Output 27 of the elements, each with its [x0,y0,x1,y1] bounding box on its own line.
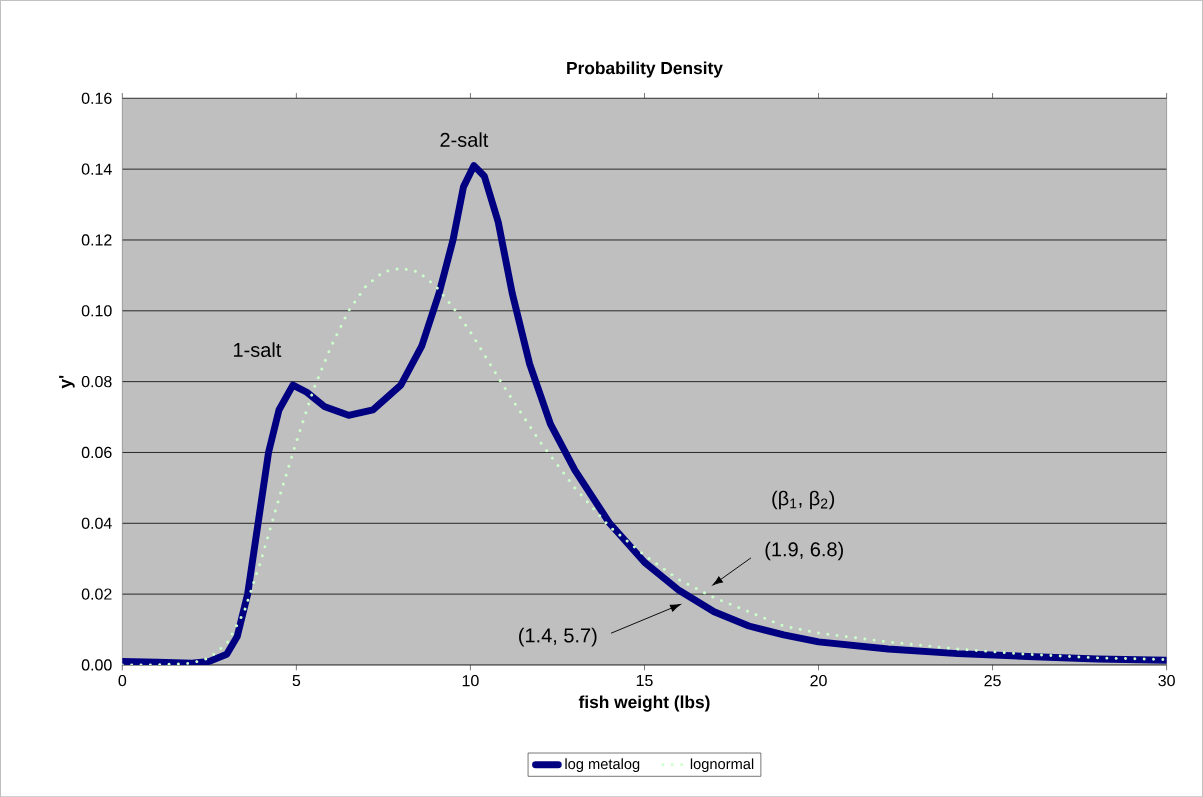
line-series [122,266,1167,665]
x-tick-label: 20 [810,674,827,687]
legend-label: log metalog [565,758,640,772]
y-tick-label: 0.16 [81,92,112,104]
y-tick-label: 0.02 [81,588,112,600]
x-tick-label: 10 [462,674,479,687]
annotation: 1-salt [234,342,282,357]
y-tick-label: 0.00 [81,659,112,671]
x-tick-label: 5 [292,674,301,686]
y-tick-label: 0.10 [81,305,112,317]
annotation: (1.9, 6.8) [765,541,843,561]
annotation: 2-salt [440,132,489,147]
x-axis-title: fish weight (lbs) [578,695,710,712]
annotation: (β$_{1}$, β$_{2}$) [772,490,835,510]
annotation: (1.4, 5.7) [519,627,597,647]
y-tick-label: 0.04 [81,517,112,529]
x-tick-label: 25 [984,674,1001,687]
y-tick-label: 0.06 [81,446,112,458]
y-tick-label: 0.14 [81,163,112,175]
y-tick-label: 0.12 [81,234,112,246]
y-axis-title: y' [59,375,75,389]
x-tick-label: 0 [118,674,127,687]
chart-title: Probability Density [567,61,723,78]
legend-label: lognormal [690,758,754,772]
y-tick-label: 0.08 [81,375,112,388]
x-tick-label: 15 [636,674,653,686]
x-tick-label: 30 [1158,674,1175,687]
